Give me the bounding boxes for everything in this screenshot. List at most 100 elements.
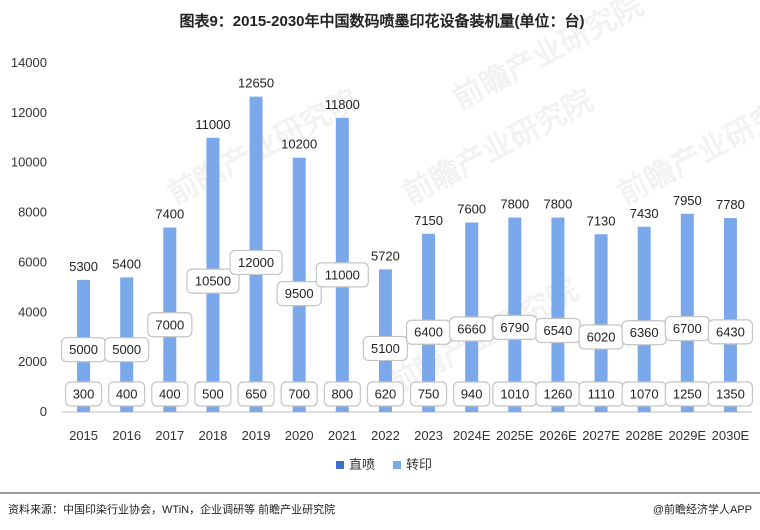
transfer-label-2029E: 6700	[673, 321, 702, 336]
bar-2027E	[594, 234, 608, 412]
total-label-2022: 5720	[371, 248, 400, 263]
x-tick-label: 2028E	[625, 428, 663, 443]
transfer-label-2016-box	[104, 337, 150, 363]
transfer-label-2021: 11000	[325, 267, 360, 282]
y-tick-label: 8000	[18, 205, 47, 220]
direct-label-2020: 700	[288, 387, 310, 402]
transfer-label-2027E: 6020	[587, 329, 616, 344]
direct-label-2021: 800	[331, 387, 353, 402]
x-axis-ticks: 2015 2016 2017 2018 2019 2020 2021 2022 2023 2024…	[69, 428, 749, 443]
total-label-2030E: 7780	[716, 197, 745, 212]
legend-label-direct: 直喷	[349, 457, 375, 472]
direct-label-2030E: 1350	[716, 387, 745, 402]
chart-title: 图表9：2015-2030年中国数码喷墨印花设备装机量(单位：台)	[179, 12, 584, 30]
x-tick-label: 2017	[155, 428, 184, 443]
bar-2028E	[637, 226, 651, 412]
bar-2029E	[680, 213, 694, 412]
transfer-label-2019: 12000	[238, 255, 274, 270]
x-tick-label: 2018	[198, 428, 227, 443]
transfer-label-2024E: 6660	[457, 321, 486, 336]
x-tick-label: 2015	[69, 428, 98, 443]
x-tick-label: 2016	[112, 428, 141, 443]
total-label-2028E: 7430	[630, 206, 659, 221]
direct-label-2018-box	[194, 381, 232, 407]
legend-swatch-transfer	[393, 461, 401, 469]
transfer-label-2022-box	[362, 335, 409, 362]
direct-label-2017: 400	[159, 387, 181, 402]
direct-label-2022: 620	[375, 387, 397, 402]
bar-2030E	[723, 218, 737, 412]
transfer-label-2015: 5000	[69, 342, 98, 357]
transfer-label-2020-box	[276, 280, 322, 307]
legend: 直喷 转印	[336, 457, 432, 472]
x-tick-label: 2024E	[453, 428, 491, 443]
y-axis-ticks: 0 2000 4000 6000 8000 10000 12000 14000	[11, 55, 47, 419]
total-label-2021: 11800	[325, 97, 360, 112]
total-label-2026E: 7800	[543, 197, 572, 212]
box-labels: 300 5000 400 5000 400 7000 500 10500 650 12000 700…	[60, 249, 754, 407]
total-label-2016: 5400	[112, 256, 141, 271]
transfer-label-2023: 6400	[414, 325, 443, 340]
direct-label-2016-box	[108, 381, 146, 407]
x-tick-label: 2026E	[539, 428, 577, 443]
y-tick-label: 2000	[18, 354, 47, 369]
transfer-label-2020: 9500	[285, 286, 314, 301]
x-tick-label: 2019	[242, 428, 271, 443]
watermark-text: 前瞻产业研究院	[397, 83, 598, 212]
transfer-label-2030E-box	[707, 319, 754, 345]
transfer-label-2021-box	[315, 262, 369, 288]
x-tick-label: 2022	[371, 428, 400, 443]
y-tick-label: 0	[40, 404, 47, 419]
direct-label-2021-box	[323, 381, 361, 407]
x-tick-label: 2021	[328, 428, 357, 443]
direct-label-2020-box	[280, 381, 318, 407]
y-tick-label: 4000	[18, 304, 47, 319]
x-tick-label: 2027E	[582, 428, 620, 443]
legend-label-transfer: 转印	[406, 457, 432, 472]
total-label-2027E: 7130	[587, 213, 616, 228]
total-label-2015: 5300	[69, 259, 98, 274]
total-label-2018: 11000	[195, 117, 230, 132]
transfer-label-2019-box	[229, 249, 283, 276]
direct-label-2029E: 1250	[673, 387, 702, 402]
direct-label-2028E: 1070	[630, 387, 659, 402]
transfer-label-2025E: 6790	[500, 320, 529, 335]
total-label-2024E: 7600	[457, 202, 486, 217]
y-tick-label: 14000	[11, 55, 47, 70]
direct-label-2025E: 1010	[500, 387, 529, 402]
total-label-2025E: 7800	[500, 197, 529, 212]
transfer-label-2028E: 6360	[630, 325, 659, 340]
transfer-label-2016: 5000	[112, 342, 141, 357]
x-tick-label: 2029E	[669, 428, 707, 443]
direct-label-2017-box	[151, 381, 189, 407]
direct-label-2019: 650	[245, 387, 267, 402]
direct-label-2030E-box	[707, 381, 754, 407]
direct-label-2015: 300	[73, 387, 95, 402]
direct-label-2016: 400	[116, 387, 138, 402]
legend-swatch-direct	[336, 461, 344, 469]
footer-brand: @前瞻经济学人APP	[653, 502, 752, 516]
direct-label-2027E: 1110	[588, 387, 615, 402]
direct-label-2023: 750	[418, 387, 440, 402]
total-label-2023: 7150	[414, 213, 443, 228]
direct-label-2024E-box	[453, 381, 491, 407]
x-tick-label: 2025E	[496, 428, 534, 443]
total-label-2029E: 7950	[673, 193, 702, 208]
transfer-label-2030E: 6430	[716, 324, 745, 339]
x-tick-label: 2023	[414, 428, 443, 443]
x-tick-label: 2020	[285, 428, 314, 443]
direct-label-2023-box	[409, 381, 448, 407]
y-tick-label: 10000	[11, 155, 47, 170]
y-tick-label: 12000	[11, 105, 47, 120]
total-label-2019: 12650	[238, 76, 274, 91]
transfer-label-2026E: 6540	[543, 323, 572, 338]
y-tick-label: 6000	[18, 254, 47, 269]
total-label-2020: 10200	[281, 137, 317, 152]
direct-label-2026E: 1260	[543, 387, 572, 402]
transfer-label-2017-box	[147, 312, 193, 338]
bar-2026E	[551, 217, 565, 412]
direct-label-2018: 500	[202, 387, 224, 402]
transfer-label-2022: 5100	[371, 341, 400, 356]
